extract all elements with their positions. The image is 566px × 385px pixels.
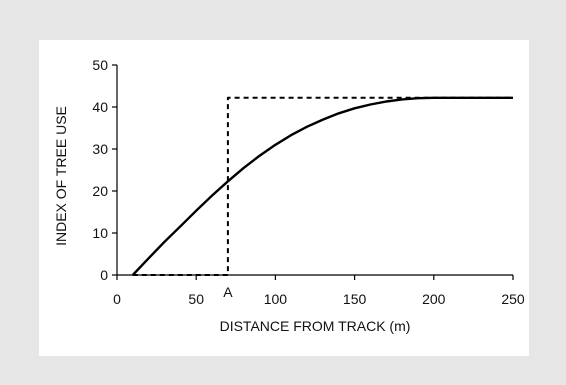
annotation-label: A (223, 284, 233, 300)
y-tick-label: 50 (92, 57, 108, 73)
x-tick-label: 100 (264, 291, 288, 307)
tree-use-curve (131, 96, 513, 276)
x-tick-label: 250 (501, 291, 525, 307)
chart-panel (39, 40, 529, 356)
x-tick-label: 0 (113, 291, 121, 307)
y-tick-label: 30 (92, 141, 108, 157)
y-tick-label: 40 (92, 99, 108, 115)
y-tick-label: 10 (92, 225, 108, 241)
series-group (131, 96, 513, 276)
x-tick-label: 150 (343, 291, 367, 307)
labels-group: 0 10 20 30 40 50 0 50 100 150 200 250 DISTANCE FROM … (53, 57, 525, 334)
x-axis-title: DISTANCE FROM TRACK (m) (220, 318, 411, 334)
y-tick-label: 0 (100, 267, 108, 283)
y-tick-label: 20 (92, 183, 108, 199)
y-axis-title: INDEX OF TREE USE (53, 106, 69, 246)
dashed-step-line (132, 96, 513, 276)
x-tick-label: 200 (422, 291, 446, 307)
x-tick-label: 50 (188, 291, 204, 307)
axes (112, 64, 514, 280)
